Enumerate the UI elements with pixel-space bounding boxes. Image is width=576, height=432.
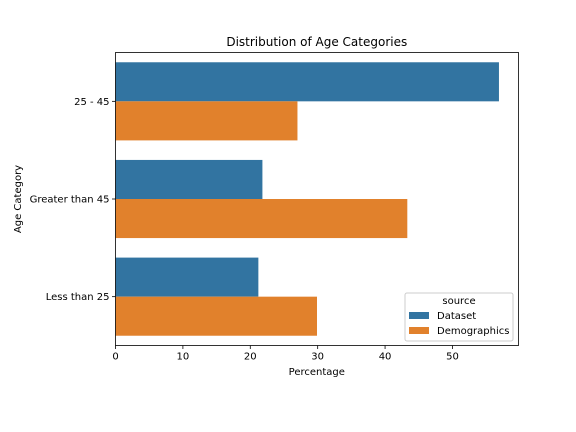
bar-demographics-0: [115, 101, 298, 141]
legend-label-demographics: Demographics: [437, 326, 509, 337]
legend-swatch-demographics: [409, 327, 429, 334]
x-tick-label: 10: [177, 352, 190, 363]
legend-title: source: [442, 296, 475, 307]
x-axis-ticks: 0 10 20 30 40 50: [112, 345, 459, 363]
y-tick-label: Greater than 45: [30, 195, 110, 206]
bar-dataset-2: [115, 257, 259, 297]
y-tick-label: Less than 25: [46, 292, 110, 303]
legend: source Dataset Demographics: [404, 292, 514, 342]
bar-dataset-1: [115, 159, 263, 199]
x-tick-label: 50: [446, 352, 459, 363]
y-tick-label: 25 - 45: [74, 97, 109, 108]
x-tick-label: 20: [244, 352, 257, 363]
bar-demographics-2: [115, 296, 317, 336]
bar-demographics-1: [115, 199, 408, 239]
bar-dataset-0: [115, 62, 499, 102]
x-tick-label: 0: [112, 352, 118, 363]
y-axis-ticks: 25 - 45 Greater than 45 Less than 25: [30, 97, 116, 303]
legend-swatch-dataset: [409, 312, 429, 319]
x-axis-label: Percentage: [289, 367, 345, 378]
bars-layer: [115, 62, 499, 336]
legend-label-dataset: Dataset: [437, 311, 476, 322]
x-tick-label: 30: [311, 352, 324, 363]
x-tick-label: 40: [379, 352, 392, 363]
y-axis-label: Age Category: [13, 165, 24, 233]
legend-box: [404, 292, 514, 342]
chart-title: Distribution of Age Categories: [226, 35, 407, 49]
